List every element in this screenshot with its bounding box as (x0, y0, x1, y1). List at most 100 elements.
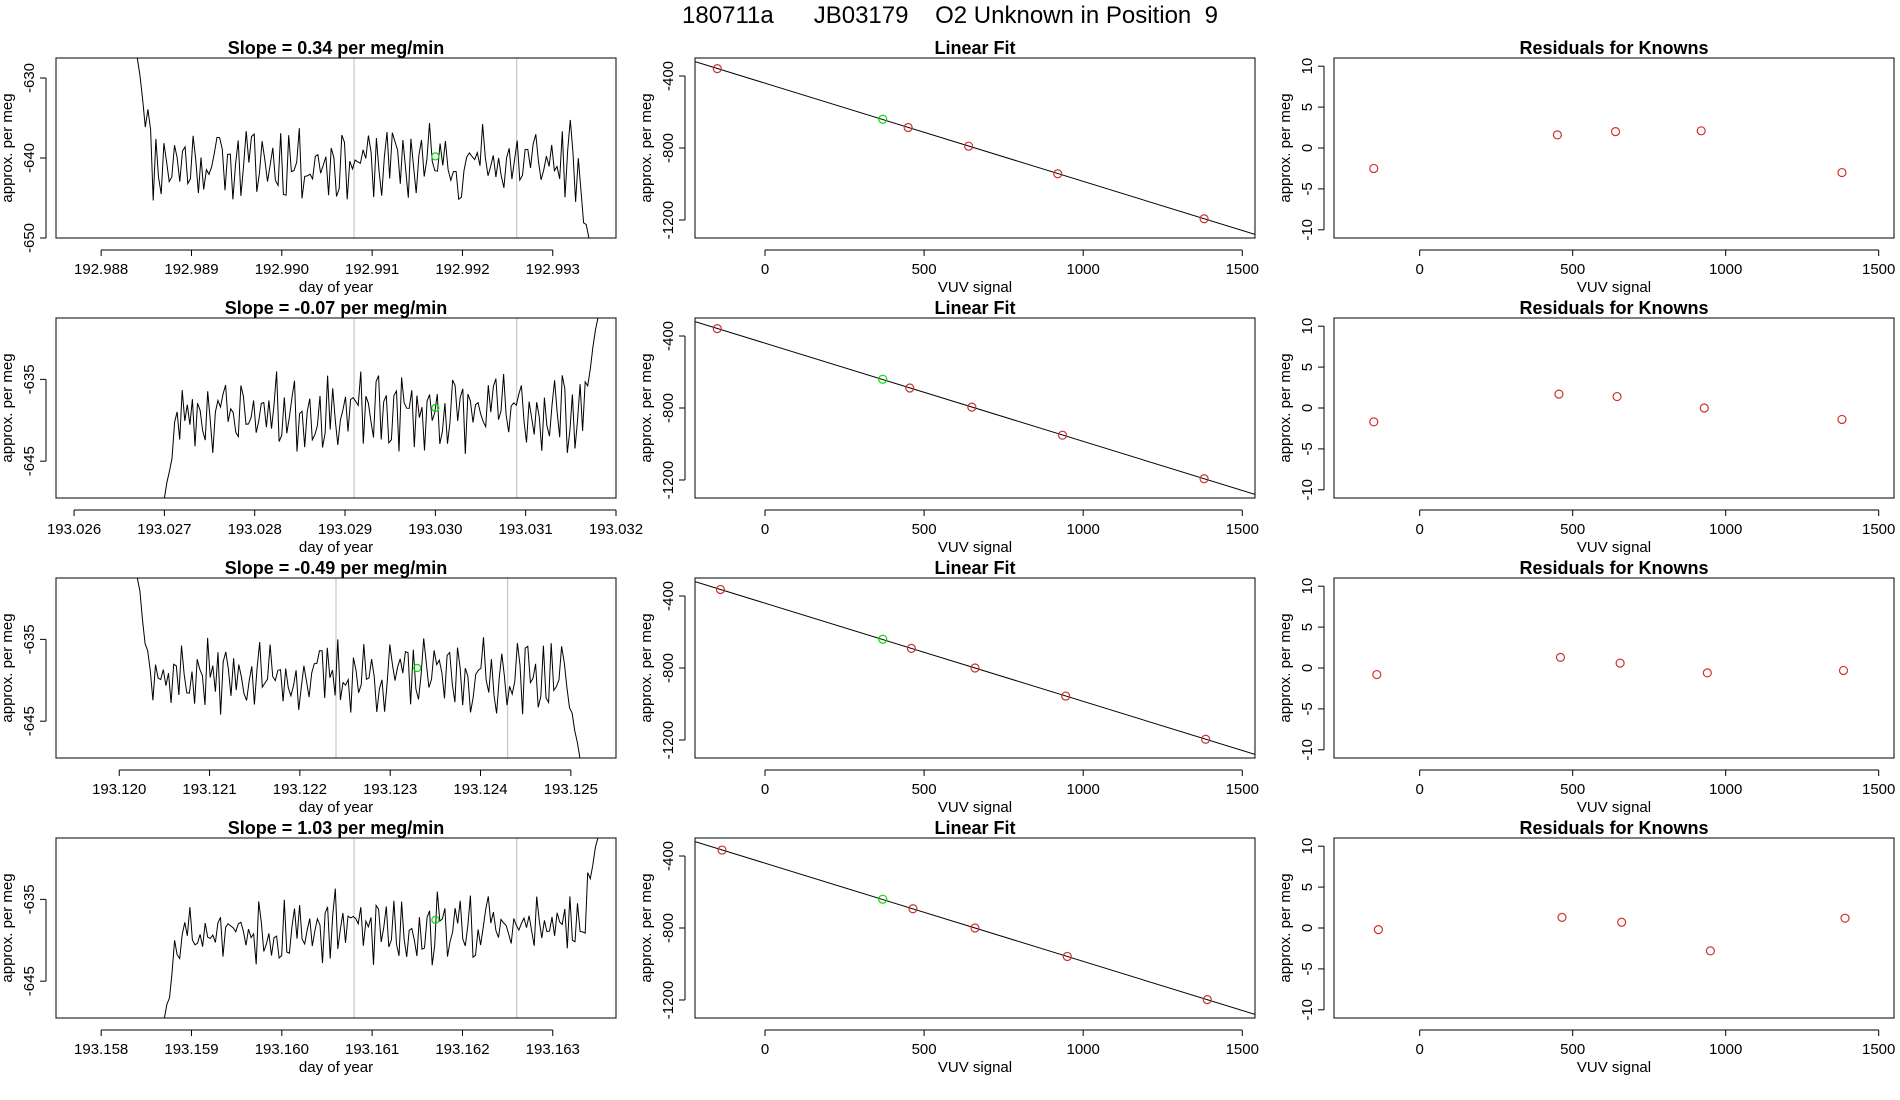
x-tick-label: 192.990 (255, 261, 309, 278)
known-point (1610, 127, 1621, 137)
x-tick-label: 1500 (1226, 1041, 1259, 1058)
known-point (1202, 995, 1212, 1005)
y-axis-label: approx. per meg (0, 613, 16, 722)
panel-r3-c1: Slope = -0.49 per meg/min 193.120 193.121 1… (0, 558, 617, 816)
y-tick-label: -5 (1299, 962, 1316, 975)
panel-r2-c1: Slope = -0.07 per meg/min 193.026 193.027 1… (0, 298, 643, 556)
y-axis-label: approx. per meg (0, 353, 16, 462)
y-tick-label: -1200 (660, 981, 677, 1019)
plot-title: Slope = -0.49 per meg/min (225, 558, 448, 578)
plot-frame (55, 837, 617, 1019)
panel-r4-c2: Linear Fit 0 500 1000 1500 VUV signal -400 -800… (638, 818, 1259, 1076)
y-tick-label: -645 (21, 966, 38, 996)
plot-title: Linear Fit (934, 38, 1015, 58)
y-axis-label: approx. per meg (638, 93, 655, 202)
panel-r2-c3: Residuals for Knowns 0 500 1000 1500 VUV sign… (1277, 298, 1895, 556)
plot-title: Residuals for Knowns (1519, 818, 1708, 838)
plot-title: Residuals for Knowns (1519, 558, 1708, 578)
fit-line (695, 61, 1255, 235)
x-axis-label: day of year (299, 1059, 373, 1076)
x-tick-label: 193.124 (453, 781, 507, 798)
known-point (1837, 414, 1847, 425)
x-tick-label: 1000 (1709, 1041, 1742, 1058)
plot-title: Linear Fit (934, 558, 1015, 578)
x-axis-label: VUV signal (938, 1059, 1012, 1076)
known-point (1705, 946, 1715, 956)
panel-r4-c1: Slope = 1.03 per meg/min 193.158 193.159 19… (0, 818, 617, 1076)
known-point (967, 402, 977, 412)
plot-frame (694, 57, 1256, 239)
y-tick-label: 10 (1299, 58, 1316, 75)
x-tick-label: 500 (912, 261, 937, 278)
panel-r1-c2: Linear Fit 0 500 1000 1500 VUV signal -400 -800… (638, 38, 1259, 296)
y-tick-label: -400 (660, 841, 677, 871)
plot-frame (1333, 57, 1895, 239)
known-point (1554, 389, 1564, 399)
known-point (1057, 430, 1068, 440)
x-tick-label: 192.991 (345, 261, 399, 278)
x-tick-label: 0 (761, 781, 769, 798)
known-point (1696, 126, 1706, 136)
y-tick-label: 10 (1299, 318, 1316, 335)
y-axis-label: approx. per meg (638, 353, 655, 462)
known-point (970, 923, 980, 933)
x-tick-label: 1000 (1066, 1041, 1099, 1058)
y-axis-label: approx. per meg (638, 873, 655, 982)
x-tick-label: 1500 (1862, 261, 1895, 278)
x-tick-label: 193.029 (318, 521, 372, 538)
y-tick-label: -800 (660, 913, 677, 943)
x-tick-label: 500 (912, 1041, 937, 1058)
y-tick-label: -635 (21, 364, 38, 394)
signal-trace (136, 58, 590, 238)
plot-area (695, 61, 1255, 235)
x-tick-label: 193.159 (164, 1041, 218, 1058)
known-point (1372, 669, 1382, 680)
y-tick-label: -800 (660, 393, 677, 423)
known-point (1552, 130, 1562, 140)
y-axis-label: approx. per meg (638, 613, 655, 722)
unknown-marker (431, 403, 440, 413)
plot-frame (1333, 837, 1895, 1019)
x-tick-label: 0 (1416, 261, 1424, 278)
x-tick-label: 1000 (1709, 261, 1742, 278)
y-tick-label: -400 (660, 321, 677, 351)
y-axis-label: approx. per meg (1277, 353, 1294, 462)
y-tick-label: -10 (1299, 739, 1316, 761)
x-tick-label: 500 (1560, 261, 1585, 278)
y-tick-label: 5 (1299, 883, 1316, 891)
x-tick-label: 193.030 (408, 521, 462, 538)
x-tick-label: 192.993 (526, 261, 580, 278)
known-point (1615, 658, 1625, 668)
known-point (1369, 163, 1379, 174)
known-point (905, 383, 915, 393)
unknown-marker (431, 152, 440, 161)
y-tick-label: -1200 (660, 201, 677, 239)
plot-title: Linear Fit (934, 818, 1015, 838)
known-point (1699, 403, 1709, 413)
y-tick-label: 10 (1299, 578, 1316, 595)
x-tick-label: 192.988 (74, 261, 128, 278)
unknown-point (878, 114, 888, 124)
y-tick-label: -800 (660, 133, 677, 163)
plot-title: Slope = 1.03 per meg/min (228, 818, 445, 838)
plot-area (1372, 652, 1849, 680)
x-tick-label: 0 (1416, 1041, 1424, 1058)
known-point (1201, 734, 1211, 744)
y-tick-label: 0 (1299, 664, 1316, 672)
x-tick-label: 0 (761, 261, 769, 278)
x-axis-label: VUV signal (1577, 279, 1651, 296)
y-tick-label: -640 (21, 143, 38, 173)
x-axis-label: day of year (299, 279, 373, 296)
plot-area (695, 581, 1255, 755)
unknown-point (878, 894, 888, 904)
known-point (1555, 652, 1566, 662)
x-tick-label: 500 (1560, 521, 1585, 538)
plot-frame (1333, 577, 1895, 759)
y-tick-label: -5 (1299, 182, 1316, 195)
plot-area (136, 58, 590, 238)
y-tick-label: -10 (1299, 999, 1316, 1021)
plot-frame (694, 577, 1256, 759)
x-axis-label: VUV signal (938, 279, 1012, 296)
known-point (1373, 925, 1383, 935)
x-tick-label: 1000 (1709, 781, 1742, 798)
